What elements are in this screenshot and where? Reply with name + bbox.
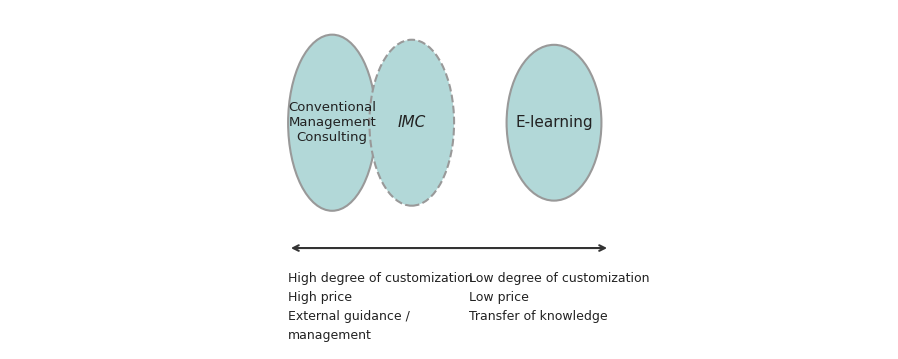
Text: Low degree of customization
Low price
Transfer of knowledge: Low degree of customization Low price Tr… xyxy=(470,272,650,323)
Ellipse shape xyxy=(288,35,376,211)
Ellipse shape xyxy=(506,45,602,201)
Text: E-learning: E-learning xyxy=(515,115,593,130)
Text: IMC: IMC xyxy=(398,115,426,130)
Text: Conventional
Management
Consulting: Conventional Management Consulting xyxy=(288,101,376,144)
Ellipse shape xyxy=(369,40,454,206)
Text: High degree of customization
High price
External guidance /
management: High degree of customization High price … xyxy=(288,272,472,342)
